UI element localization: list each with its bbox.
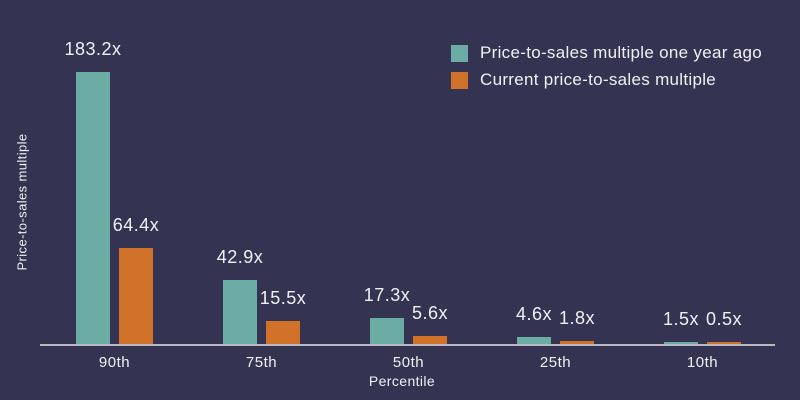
legend-label-one-year-ago: Price-to-sales multiple one year ago [480,43,762,62]
bar-75th-current [266,321,300,344]
legend-label-current: Current price-to-sales multiple [480,70,717,89]
bar-50th-current [413,336,447,344]
legend-swatch-one-year-ago [451,44,468,62]
bar-90th-current [119,248,153,344]
bar-value-label-90th-current: 64.4x [112,215,160,235]
legend-item-current: Current price-to-sales multiple [451,70,762,89]
legend: Price-to-sales multiple one year ago Curr… [451,43,762,98]
bar-value-label-50th-current: 5.6x [411,303,449,323]
x-tick-90th: 90th [98,354,131,371]
x-axis-line [40,344,775,346]
bar-value-label-10th-current: 0.5x [705,309,743,329]
bar-value-label-75th-one-year-ago: 42.9x [216,247,264,267]
x-axis-label: Percentile [368,373,436,389]
bar-value-label-25th-one-year-ago: 4.6x [515,304,553,324]
legend-item-one-year-ago: Price-to-sales multiple one year ago [451,43,762,62]
bar-value-label-90th-one-year-ago: 183.2x [64,39,122,59]
x-tick-10th: 10th [686,354,719,371]
bar-25th-one-year-ago [517,337,551,344]
bar-90th-one-year-ago [76,72,110,344]
x-tick-25th: 25th [539,354,572,371]
bar-value-label-10th-one-year-ago: 1.5x [662,309,700,329]
bar-50th-one-year-ago [370,318,404,344]
bar-10th-one-year-ago [664,342,698,344]
bar-value-label-50th-one-year-ago: 17.3x [363,285,411,305]
bar-value-label-25th-current: 1.8x [558,308,596,328]
bar-25th-current [560,341,594,344]
x-tick-75th: 75th [245,354,278,371]
legend-swatch-current [451,71,468,89]
bar-value-label-75th-current: 15.5x [259,288,307,308]
x-tick-50th: 50th [392,354,425,371]
bar-10th-current [707,342,741,344]
bar-75th-one-year-ago [223,280,257,344]
